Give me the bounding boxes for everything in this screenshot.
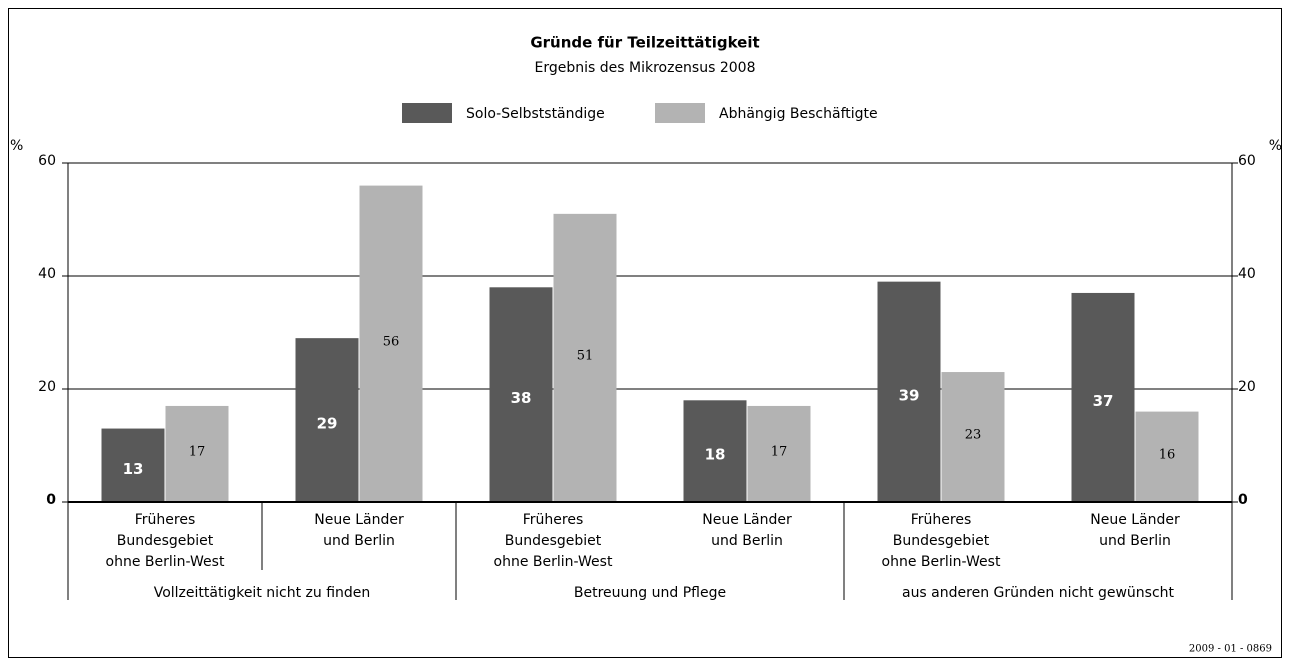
x-tick-label: Früheres xyxy=(911,512,972,528)
bar xyxy=(101,428,165,502)
group-label: aus anderen Gründen nicht gewünscht xyxy=(902,585,1175,601)
x-tick-label: Bundesgebiet xyxy=(117,533,214,549)
x-tick-label: Bundesgebiet xyxy=(505,533,602,549)
y2-tick-label: 0 xyxy=(1238,492,1248,508)
bar xyxy=(941,372,1005,502)
value-label: 23 xyxy=(965,428,982,443)
chart-title: Gründe für Teilzeittätigkeit xyxy=(530,34,759,52)
y-unit: % xyxy=(10,138,23,154)
legend-label: Solo-Selbstständige xyxy=(466,106,605,122)
x-tick-label: Neue Länder xyxy=(1090,512,1180,528)
y2-tick-label: 40 xyxy=(1238,266,1256,282)
chart-subtitle: Ergebnis des Mikrozensus 2008 xyxy=(535,60,756,76)
x-tick-label: ohne Berlin-West xyxy=(106,554,225,570)
x-tick-label: Früheres xyxy=(135,512,196,528)
value-label: 56 xyxy=(383,334,400,349)
value-label: 29 xyxy=(317,415,338,433)
x-tick-label: ohne Berlin-West xyxy=(494,554,613,570)
value-label: 39 xyxy=(899,386,920,404)
group-label: Vollzeittätigkeit nicht zu finden xyxy=(154,585,371,601)
frame xyxy=(8,8,1282,658)
y2-tick-label: 20 xyxy=(1238,379,1256,395)
value-label: 37 xyxy=(1093,392,1114,410)
x-tick-label: Bundesgebiet xyxy=(893,533,990,549)
value-label: 16 xyxy=(1159,447,1176,462)
value-label: 38 xyxy=(511,389,532,407)
x-tick-label: und Berlin xyxy=(711,533,783,549)
legend-label: Abhängig Beschäftigte xyxy=(719,106,878,122)
x-tick-label: und Berlin xyxy=(1099,533,1171,549)
x-tick-label: Neue Länder xyxy=(314,512,404,528)
bar xyxy=(1071,292,1135,502)
bar xyxy=(683,400,747,502)
x-tick-label: Neue Länder xyxy=(702,512,792,528)
x-tick-label: ohne Berlin-West xyxy=(882,554,1001,570)
source-code: 2009 - 01 - 0869 xyxy=(1189,644,1272,655)
bar xyxy=(747,405,811,502)
value-label: 13 xyxy=(123,460,144,478)
bar xyxy=(295,338,359,502)
y-tick-label: 40 xyxy=(38,266,56,282)
bar xyxy=(877,281,941,502)
y2-tick-label: 60 xyxy=(1238,153,1256,169)
value-label: 18 xyxy=(705,446,726,464)
bar xyxy=(553,213,617,502)
bar xyxy=(165,405,229,502)
y-tick-label: 60 xyxy=(38,153,56,169)
value-label: 51 xyxy=(577,348,594,363)
value-label: 17 xyxy=(189,444,206,459)
value-label: 17 xyxy=(771,444,788,459)
bar xyxy=(489,287,553,502)
bar xyxy=(359,185,423,502)
legend-swatch xyxy=(402,103,452,123)
bar xyxy=(1135,411,1199,502)
x-tick-label: Früheres xyxy=(523,512,584,528)
group-label: Betreuung und Pflege xyxy=(574,585,726,601)
y-unit: % xyxy=(1269,138,1282,154)
x-tick-label: und Berlin xyxy=(323,533,395,549)
y-tick-label: 0 xyxy=(46,492,56,508)
legend-swatch xyxy=(655,103,705,123)
y-tick-label: 20 xyxy=(38,379,56,395)
